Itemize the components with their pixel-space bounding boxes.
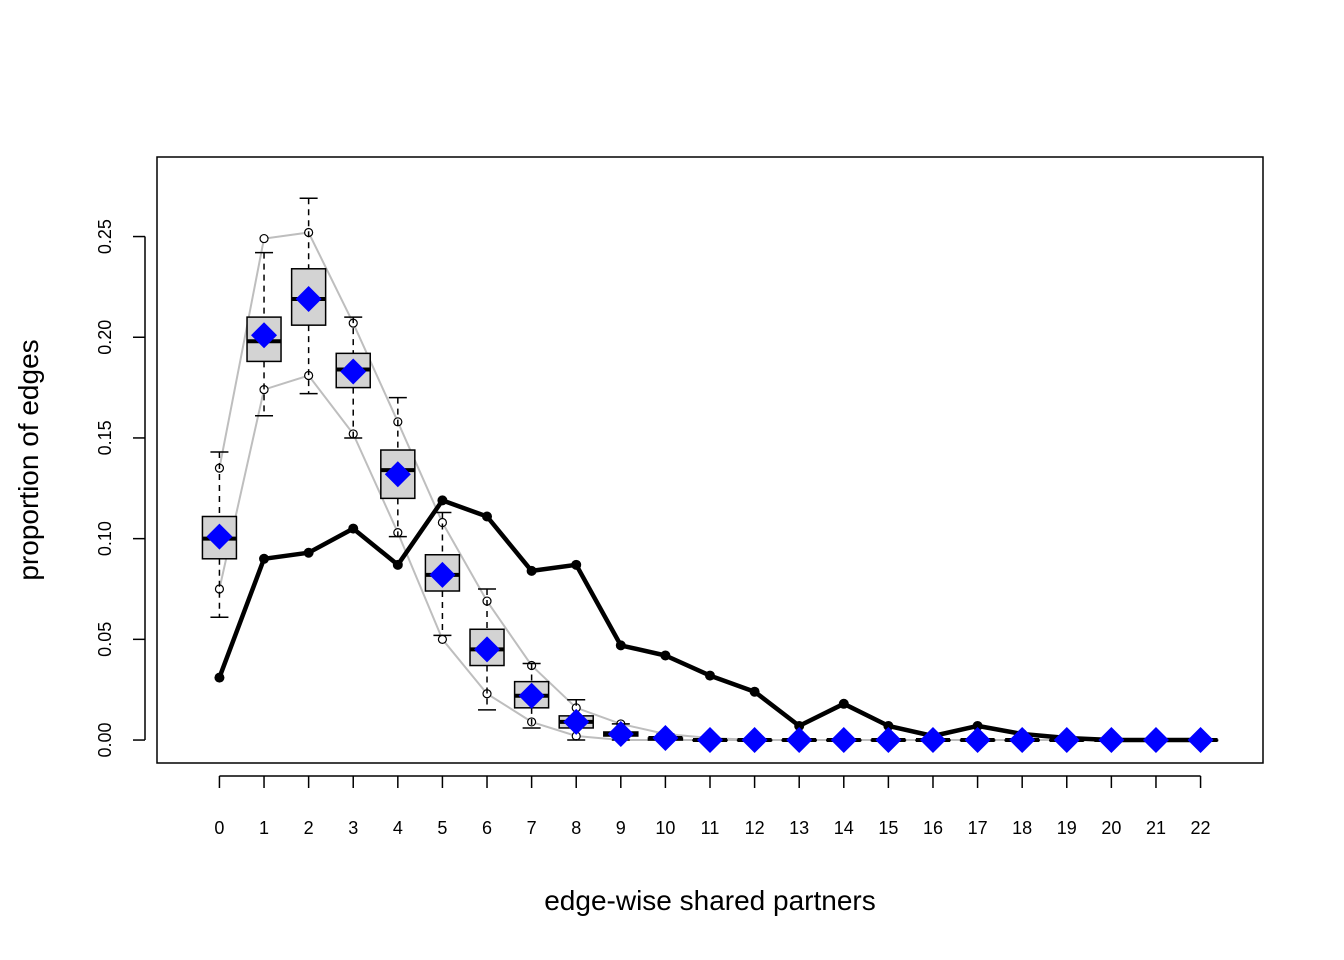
y-tick-label: 0.10 <box>95 521 115 556</box>
y-tick-label: 0.00 <box>95 722 115 757</box>
mean-diamond <box>830 727 857 754</box>
observed-point <box>214 672 225 683</box>
mean-diamond <box>295 285 322 312</box>
x-axis: 0 1 2 3 4 5 6 7 8 9 10 11 12 13 14 15 16 17 18 19 20 21 22 <box>214 775 1211 838</box>
observed-point <box>615 640 626 651</box>
mean-diamond <box>1142 727 1169 754</box>
mean-diamond <box>563 708 590 735</box>
mean-diamond <box>919 727 946 754</box>
observed-point <box>749 686 760 697</box>
ci-lower-point <box>437 634 448 644</box>
mean-diamond <box>340 358 367 385</box>
x-tick-label: 22 <box>1191 818 1211 838</box>
y-axis-title: proportion of edges <box>13 339 44 580</box>
plot-frame <box>156 156 1264 764</box>
mean-diamond <box>1098 727 1125 754</box>
mean-diamond <box>1053 727 1080 754</box>
y-tick-label: 0.05 <box>95 622 115 657</box>
x-axis-title: edge-wise shared partners <box>544 885 876 916</box>
mean-diamond <box>518 682 545 709</box>
y-tick-label: 0.15 <box>95 420 115 455</box>
y-axis: 0.00 0.05 0.10 0.15 0.20 0.25 <box>95 219 146 758</box>
mean-diamond <box>474 636 501 663</box>
x-tick-label: 3 <box>348 818 358 838</box>
y-tick-label: 0.25 <box>95 219 115 254</box>
mean-diamond <box>875 727 902 754</box>
observed-point <box>660 650 671 661</box>
observed-point <box>259 553 270 564</box>
observed-point <box>392 559 403 570</box>
mean-diamond <box>607 720 634 747</box>
observed-point <box>883 720 894 731</box>
mean-diamond <box>786 727 813 754</box>
x-tick-label: 2 <box>304 818 314 838</box>
mean-diamond <box>429 561 456 588</box>
x-tick-label: 6 <box>482 818 492 838</box>
x-tick-label: 9 <box>616 818 626 838</box>
x-tick-label: 1 <box>259 818 269 838</box>
x-tick-label: 21 <box>1146 818 1166 838</box>
observed-point <box>348 523 359 534</box>
mean-diamond <box>697 727 723 754</box>
x-tick-label: 10 <box>655 818 675 838</box>
observed-point <box>482 511 493 522</box>
x-tick-label: 13 <box>789 818 809 838</box>
x-tick-label: 14 <box>834 818 854 838</box>
mean-diamond <box>1009 727 1036 754</box>
mean-diamond <box>206 523 233 550</box>
mean-diamond <box>652 725 679 752</box>
simulated-mean-layer <box>206 285 1214 754</box>
mean-diamond <box>741 727 768 754</box>
x-tick-label: 8 <box>571 818 581 838</box>
observed-point <box>705 670 715 681</box>
x-tick-label: 7 <box>527 818 537 838</box>
observed-point <box>972 720 983 731</box>
x-tick-label: 11 <box>701 818 720 838</box>
observed-point <box>838 698 849 709</box>
observed-point <box>571 559 582 570</box>
observed-point <box>794 720 805 731</box>
x-tick-label: 19 <box>1057 818 1077 838</box>
y-tick-label: 0.20 <box>95 320 115 355</box>
mean-diamond <box>251 322 278 349</box>
x-tick-label: 0 <box>214 818 224 838</box>
mean-diamond <box>1187 727 1214 754</box>
x-tick-label: 17 <box>968 818 988 838</box>
x-tick-label: 18 <box>1012 818 1032 838</box>
observed-point <box>303 547 314 558</box>
x-tick-label: 5 <box>437 818 447 838</box>
observed-point <box>437 495 448 506</box>
x-tick-label: 15 <box>878 818 898 838</box>
x-tick-label: 16 <box>923 818 943 838</box>
observed-point <box>526 565 537 576</box>
mean-diamond <box>384 461 411 488</box>
mean-diamond <box>964 727 991 754</box>
x-tick-label: 12 <box>745 818 765 838</box>
x-tick-label: 4 <box>393 818 403 838</box>
ci-upper-point <box>259 233 269 244</box>
x-tick-label: 20 <box>1101 818 1121 838</box>
